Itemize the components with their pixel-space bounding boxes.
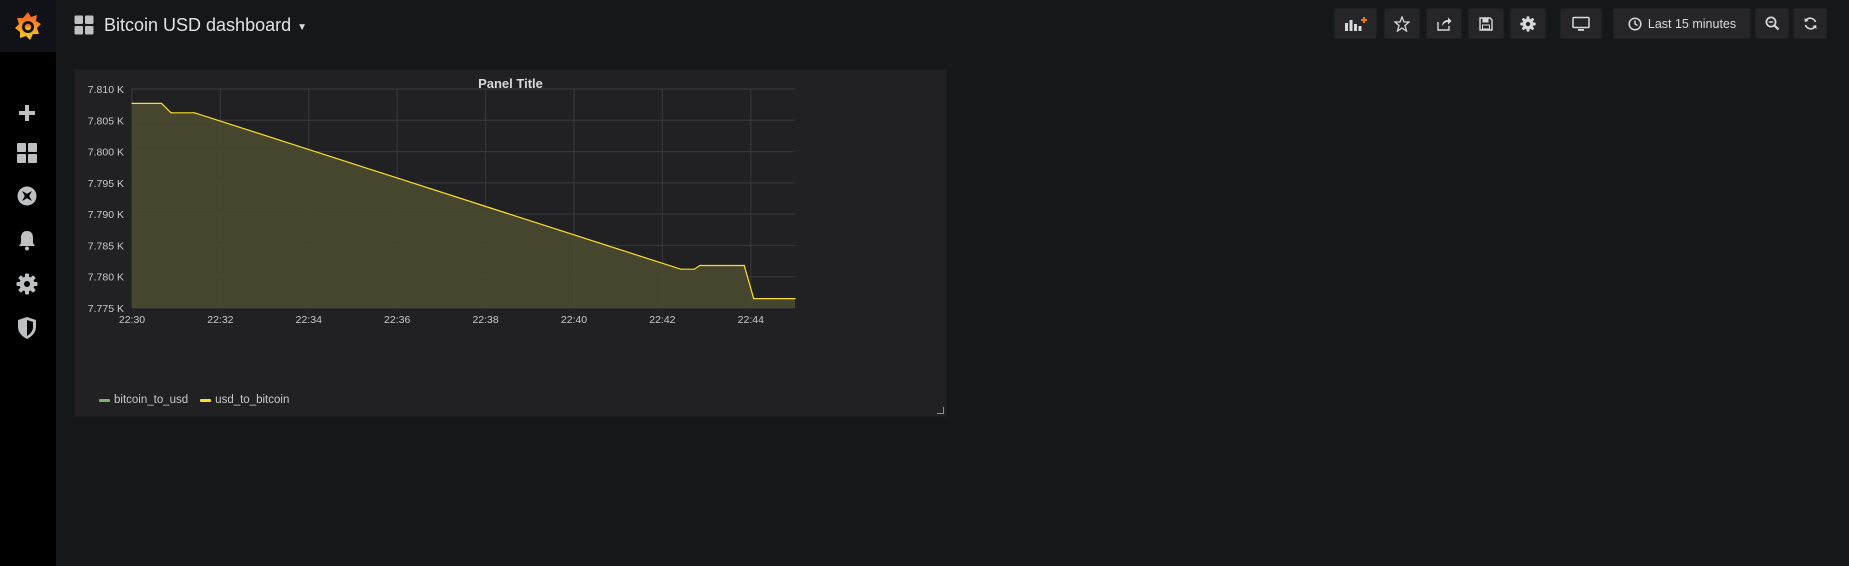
top-navbar: Bitcoin USD dashboard ▼ <box>56 0 1849 52</box>
y-tick-label: 7.800 K <box>88 147 124 159</box>
main-area: Bitcoin USD dashboard ▼ <box>56 0 1849 566</box>
refresh-button[interactable] <box>1793 8 1827 39</box>
y-tick-label: 7.780 K <box>88 272 124 284</box>
x-tick-label: 22:36 <box>384 314 410 326</box>
bell-icon[interactable] <box>14 227 40 253</box>
y-axis: 7.775 K 7.780 K 7.785 K 7.790 K 7.795 K 7.800… <box>88 84 124 315</box>
y-tick-label: 7.790 K <box>88 209 124 221</box>
explore-icon[interactable] <box>14 183 40 209</box>
sidebar <box>0 0 56 566</box>
legend: bitcoin_to_usd usd_to_bitcoin <box>99 394 289 406</box>
data-point <box>170 112 172 114</box>
data-point <box>194 112 196 114</box>
series-fill <box>132 103 795 309</box>
monitor-icon <box>1572 16 1590 31</box>
caret-down-icon: ▼ <box>297 21 308 33</box>
legend-item[interactable]: usd_to_bitcoin <box>200 394 289 406</box>
legend-swatch <box>200 398 212 402</box>
zoom-out-icon <box>1765 16 1779 31</box>
dashboard-title: Bitcoin USD dashboard <box>104 14 292 35</box>
data-point <box>753 298 755 300</box>
graph-panel[interactable]: Panel Title 7.775 K 7.780 K 7.785 K 7.790 K… <box>74 69 947 417</box>
clock-icon <box>1628 16 1642 31</box>
x-tick-label: 22:40 <box>561 314 587 326</box>
dashboards-icon[interactable] <box>14 140 40 166</box>
x-tick-label: 22:30 <box>119 314 145 326</box>
legend-swatch <box>99 398 110 402</box>
data-point <box>680 268 682 270</box>
data-point <box>743 264 745 267</box>
refresh-icon <box>1804 17 1816 30</box>
cog-icon <box>1520 15 1536 32</box>
chart-area <box>131 102 796 309</box>
time-picker-button[interactable]: Last 15 minutes <box>1613 8 1751 39</box>
x-tick-label: 22:32 <box>207 314 233 326</box>
share-icon <box>1437 17 1452 31</box>
y-tick-label: 7.775 K <box>88 303 124 315</box>
y-tick-label: 7.805 K <box>88 115 124 127</box>
data-point <box>160 102 163 104</box>
dashboard-grid-icon <box>74 15 94 35</box>
x-axis: 22:30 22:32 22:34 22:36 22:38 22:40 22:42 22:44 <box>119 314 764 326</box>
shield-icon[interactable] <box>14 315 40 341</box>
y-tick-label: 7.785 K <box>88 240 124 252</box>
x-tick-label: 22:34 <box>296 314 322 326</box>
x-tick-label: 22:44 <box>738 314 764 326</box>
series-line <box>132 102 795 300</box>
gear-icon[interactable] <box>14 271 40 297</box>
zoom-out-button[interactable] <box>1755 8 1789 39</box>
save-button[interactable] <box>1468 8 1504 39</box>
star-icon <box>1394 15 1410 32</box>
data-point <box>693 268 695 270</box>
star-button[interactable] <box>1384 8 1420 39</box>
y-tick-label: 7.810 K <box>88 84 124 96</box>
legend-item[interactable]: bitcoin_to_usd <box>99 394 188 406</box>
share-button[interactable] <box>1426 8 1462 39</box>
legend-label: bitcoin_to_usd <box>114 394 189 406</box>
add-panel-icon <box>1344 16 1367 31</box>
legend-label: usd_to_bitcoin <box>215 394 290 406</box>
x-tick-label: 22:38 <box>472 314 498 326</box>
time-range-label: Last 15 minutes <box>1647 16 1737 31</box>
y-tick-label: 7.795 K <box>88 178 124 190</box>
data-point <box>131 102 133 104</box>
x-tick-label: 22:42 <box>649 314 675 326</box>
plus-icon[interactable] <box>14 100 40 126</box>
dashboard-picker[interactable]: Bitcoin USD dashboard ▼ <box>74 12 307 38</box>
settings-button[interactable] <box>1510 8 1546 39</box>
add-panel-button[interactable] <box>1334 8 1377 39</box>
grafana-logo[interactable] <box>0 0 56 52</box>
panel-title[interactable]: Panel Title <box>478 76 543 91</box>
graph-chart[interactable]: 7.775 K 7.780 K 7.785 K 7.790 K 7.795 K 7.800… <box>75 70 948 390</box>
cycle-view-mode-button[interactable] <box>1560 8 1602 39</box>
data-point <box>794 298 796 300</box>
save-icon <box>1479 16 1493 31</box>
panel-resize-handle[interactable] <box>937 407 944 414</box>
data-point <box>699 264 701 267</box>
